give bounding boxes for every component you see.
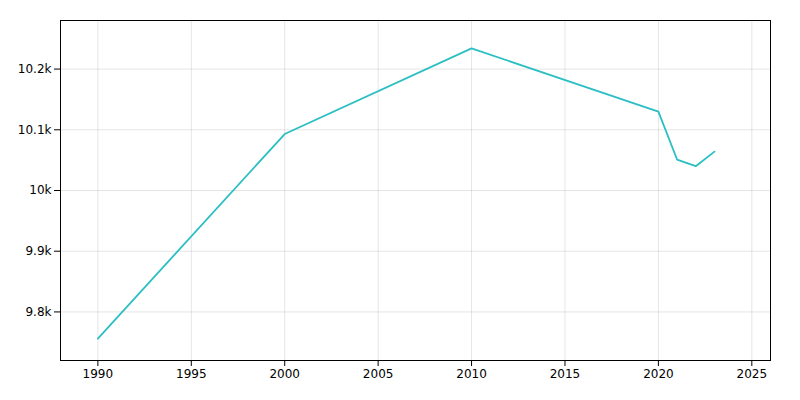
svg-text:2005: 2005: [363, 367, 394, 381]
svg-text:10.1k: 10.1k: [18, 123, 52, 137]
svg-text:2000: 2000: [269, 367, 300, 381]
svg-text:2010: 2010: [456, 367, 487, 381]
svg-text:10.2k: 10.2k: [18, 62, 52, 76]
svg-text:2025: 2025: [737, 367, 768, 381]
svg-text:2020: 2020: [643, 367, 674, 381]
svg-text:1990: 1990: [83, 367, 114, 381]
svg-text:2015: 2015: [550, 367, 581, 381]
svg-text:9.9k: 9.9k: [25, 244, 51, 258]
svg-text:1995: 1995: [176, 367, 207, 381]
svg-text:9.8k: 9.8k: [25, 305, 51, 319]
svg-text:10k: 10k: [29, 183, 51, 197]
